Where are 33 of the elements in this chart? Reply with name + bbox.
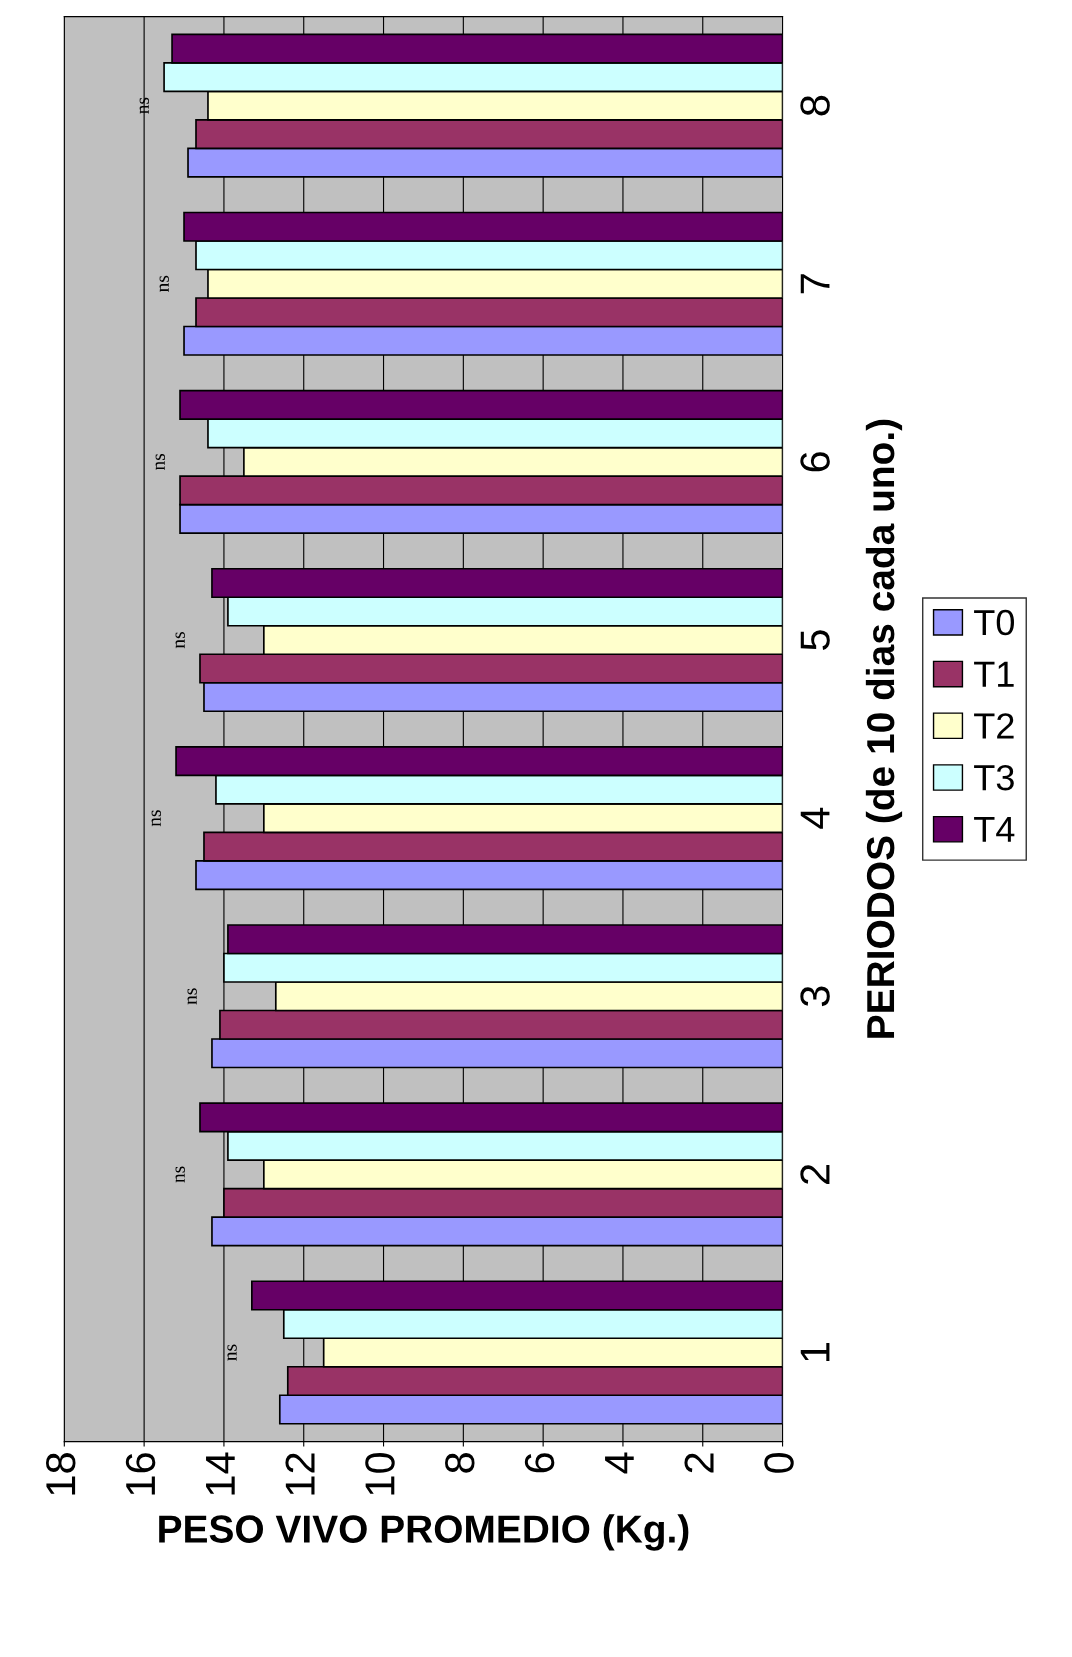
legend-label: T1 bbox=[974, 661, 1014, 687]
x-tick-label: 8 bbox=[445, 1453, 475, 1473]
x-tick-label: 18 bbox=[46, 1453, 76, 1495]
annotation: ns bbox=[155, 453, 165, 471]
annotation: ns bbox=[159, 275, 169, 292]
annotation: ns bbox=[175, 632, 185, 649]
annotation: ns bbox=[227, 1344, 237, 1361]
x-tick-label: 2 bbox=[684, 1453, 714, 1473]
y-tick-label: 1 bbox=[800, 1342, 830, 1361]
y-tick-label: 4 bbox=[800, 807, 830, 829]
legend-label: T3 bbox=[974, 764, 1014, 791]
x-tick-label: 16 bbox=[125, 1453, 156, 1495]
x-tick-label: 14 bbox=[206, 1452, 235, 1495]
x-tick-label: 6 bbox=[524, 1453, 555, 1473]
legend-label: T0 bbox=[974, 609, 1014, 636]
annotation: ns bbox=[151, 810, 161, 827]
x-tick-label: 12 bbox=[285, 1453, 315, 1495]
y-tick-label: 6 bbox=[800, 452, 830, 472]
annotation: ns bbox=[175, 1166, 185, 1183]
annotation: ns bbox=[187, 988, 197, 1005]
y-tick-label: 7 bbox=[800, 274, 830, 294]
x-tick-label: 10 bbox=[365, 1452, 395, 1495]
x-tick-label: 4 bbox=[605, 1452, 634, 1474]
annotation: ns bbox=[139, 97, 149, 114]
legend-label: T4 bbox=[974, 817, 1015, 842]
y-tick-label: 8 bbox=[800, 95, 830, 116]
y-tick-label: 5 bbox=[800, 630, 830, 650]
x-axis-title: PESO VIVO PROMEDIO (Kg.) bbox=[159, 1514, 689, 1551]
y-tick-label: 2 bbox=[800, 1164, 830, 1184]
x-tick-label: 0 bbox=[764, 1452, 794, 1473]
y-tick-label: 3 bbox=[800, 986, 830, 1007]
legend-label: T2 bbox=[974, 713, 1014, 739]
y-axis-title: PERIODOS (de 10 dias cada uno.) bbox=[865, 419, 903, 1038]
